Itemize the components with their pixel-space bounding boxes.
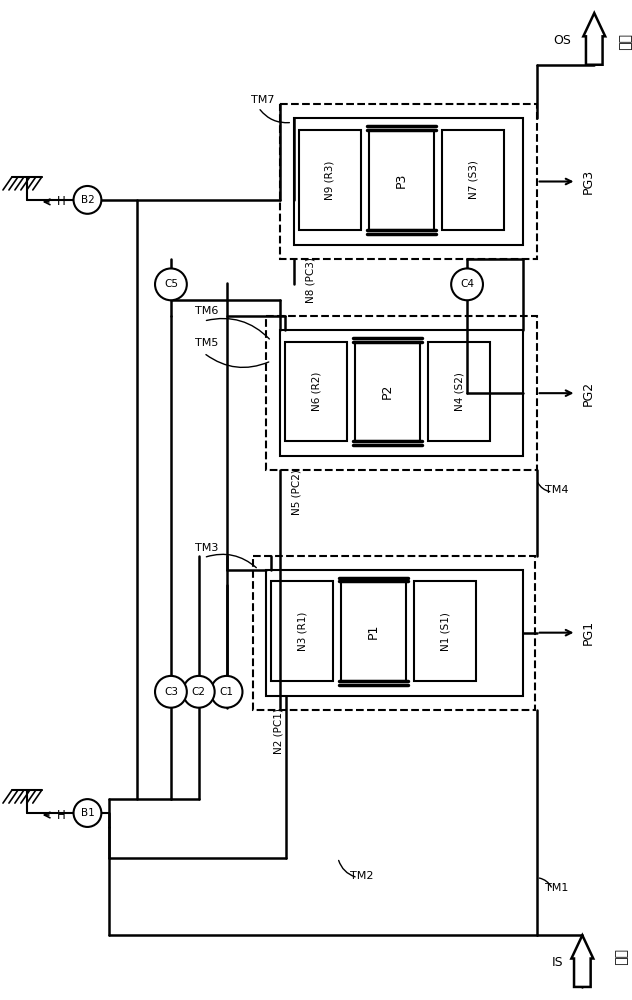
Text: TM1: TM1 [545, 883, 568, 893]
Polygon shape [571, 935, 593, 987]
Text: N5 (PC2): N5 (PC2) [291, 469, 301, 515]
Text: IS: IS [552, 956, 564, 969]
Text: C4: C4 [460, 279, 474, 289]
Bar [368, 130, 434, 230]
Bar [285, 342, 347, 441]
Text: C5: C5 [164, 279, 178, 289]
Bar [271, 581, 333, 681]
Text: H: H [57, 809, 65, 822]
Text: PG2: PG2 [582, 381, 595, 406]
Text: P2: P2 [381, 384, 394, 399]
Text: B2: B2 [80, 195, 94, 205]
Circle shape [155, 268, 187, 300]
Text: N7 (S3): N7 (S3) [468, 161, 478, 199]
Text: C1: C1 [219, 687, 234, 697]
Text: TM2: TM2 [349, 871, 374, 881]
Circle shape [73, 186, 101, 214]
Circle shape [73, 799, 101, 827]
Text: B1: B1 [80, 808, 94, 818]
Text: PG1: PG1 [582, 620, 595, 645]
Text: TM4: TM4 [545, 485, 568, 495]
Text: N4 (S2): N4 (S2) [454, 372, 464, 411]
Bar [294, 118, 523, 245]
Text: P3: P3 [395, 172, 408, 188]
Text: N2 (PC1): N2 (PC1) [273, 709, 283, 754]
Text: N1 (S1): N1 (S1) [441, 612, 450, 651]
Text: TM3: TM3 [195, 543, 218, 553]
Text: P1: P1 [367, 623, 380, 639]
Bar [299, 130, 361, 230]
Text: H: H [57, 195, 65, 208]
Text: TM5: TM5 [195, 338, 218, 348]
Text: C2: C2 [191, 687, 206, 697]
Text: OS: OS [554, 34, 571, 47]
Bar [280, 104, 537, 259]
Text: 输出: 输出 [617, 34, 631, 51]
Bar [341, 581, 406, 681]
Circle shape [183, 676, 215, 708]
Polygon shape [583, 13, 605, 65]
Bar [355, 342, 420, 441]
Circle shape [155, 676, 187, 708]
Text: PG3: PG3 [582, 169, 595, 194]
Text: N6 (R2): N6 (R2) [311, 372, 321, 411]
Circle shape [451, 268, 483, 300]
Text: N8 (PC3): N8 (PC3) [305, 257, 315, 303]
Circle shape [210, 676, 243, 708]
Text: 输入: 输入 [613, 949, 627, 966]
Bar [266, 570, 523, 696]
Bar [266, 316, 537, 470]
Bar [253, 556, 535, 710]
Bar [280, 330, 523, 456]
Text: TM7: TM7 [252, 95, 275, 105]
Text: N3 (R1): N3 (R1) [297, 611, 307, 651]
Text: N9 (R3): N9 (R3) [325, 160, 335, 200]
Text: TM6: TM6 [195, 306, 218, 316]
Bar [415, 581, 476, 681]
Bar [428, 342, 490, 441]
Text: C3: C3 [164, 687, 178, 697]
Bar [442, 130, 504, 230]
